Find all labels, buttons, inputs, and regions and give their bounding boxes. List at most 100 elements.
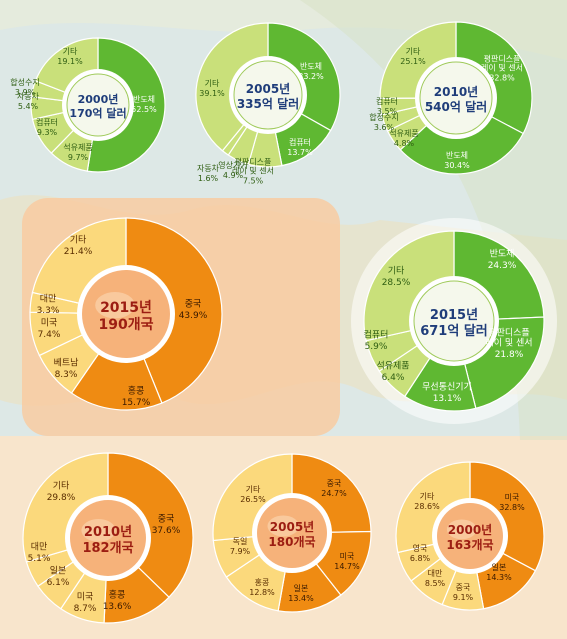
slice-label-usa: 미국8.7% bbox=[74, 592, 97, 614]
slice-value: 15.7% bbox=[122, 398, 151, 408]
slice-label-germany: 독일7.9% bbox=[230, 537, 251, 556]
slice-name: 컴퓨터 bbox=[364, 329, 389, 341]
pie-chart-export_countries-5: 2010년182개국중국37.6%홍콩13.6%미국8.7%일본6.1%대만5.… bbox=[22, 452, 194, 624]
slice-value: 12.8% bbox=[249, 588, 275, 597]
slice-name: 기타 bbox=[420, 492, 435, 501]
slice-name: 무선통신기기 bbox=[422, 382, 472, 393]
slice-value: 5.1% bbox=[28, 554, 51, 564]
globe-icon bbox=[66, 73, 130, 137]
slice-name: 반도체 bbox=[490, 249, 515, 260]
slice-name: 기타 bbox=[63, 47, 78, 56]
slice-name: 레이 및 센서 bbox=[485, 337, 532, 349]
slice-name: 컴퓨터 bbox=[289, 138, 311, 147]
slice-value: 9.3% bbox=[37, 128, 58, 137]
center-total: 335억 달러 bbox=[237, 96, 299, 111]
slice-value: 8.7% bbox=[74, 604, 97, 614]
slice-name: 기타 bbox=[53, 481, 70, 492]
center-year: 2010년 bbox=[434, 85, 478, 99]
slice-name: 평판디스플 bbox=[235, 157, 272, 167]
slice-name: 합성수지 bbox=[10, 78, 39, 87]
center-year: 2000년 bbox=[78, 92, 119, 106]
center-total: 671억 달러 bbox=[420, 323, 488, 339]
center-year: 2005년 bbox=[246, 82, 290, 96]
slice-name: 중국 bbox=[456, 583, 471, 592]
slice-name: 석유제품 bbox=[389, 128, 418, 138]
slice-value: 43.9% bbox=[179, 311, 208, 321]
slice-name: 미국 bbox=[505, 493, 520, 502]
slice-name: 중국 bbox=[185, 299, 202, 310]
slice-name: 중국 bbox=[158, 514, 175, 525]
slice-value: 52.5% bbox=[131, 105, 157, 114]
slice-name: 레이 및 센서 bbox=[481, 63, 523, 73]
slice-value: 5.4% bbox=[18, 102, 39, 111]
slice-value: 28.6% bbox=[414, 502, 440, 511]
slice-name: 일본 bbox=[492, 563, 507, 572]
slice-value: 9.7% bbox=[68, 153, 89, 162]
slice-value: 5.9% bbox=[365, 342, 388, 352]
slice-value: 26.5% bbox=[240, 495, 266, 504]
slice-value: 14.3% bbox=[486, 573, 512, 582]
center-total: 163개국 bbox=[446, 538, 493, 552]
slice-name: 반도체 bbox=[446, 150, 468, 160]
slice-label-usa: 미국7.4% bbox=[38, 318, 61, 340]
center-year: 2005년 bbox=[270, 520, 314, 534]
slice-label-uk: 영국6.8% bbox=[410, 543, 431, 563]
slice-name: 대만 bbox=[40, 294, 57, 305]
slice-value: 6.1% bbox=[47, 578, 70, 588]
slice-value: 7.9% bbox=[230, 547, 251, 556]
slice-value: 8.5% bbox=[425, 579, 446, 588]
slice-value: 14.7% bbox=[334, 562, 360, 571]
slice-name: 기타 bbox=[246, 485, 261, 494]
slice-label-japan: 일본6.1% bbox=[47, 566, 70, 588]
slice-name: 평판디스플 bbox=[488, 328, 529, 339]
slice-value: 37.6% bbox=[152, 526, 181, 536]
slice-value: 33.2% bbox=[298, 72, 324, 81]
slice-name: 영국 bbox=[413, 543, 428, 553]
center-year: 2015년 bbox=[430, 308, 478, 323]
slice-label-taiwan: 대만3.3% bbox=[37, 294, 60, 316]
slice-value: 4.8% bbox=[394, 139, 415, 148]
slice-name: 기타 bbox=[70, 235, 87, 246]
globe-icon bbox=[413, 280, 495, 362]
center-year: 2015년 bbox=[100, 300, 152, 316]
globe-continent-icon bbox=[446, 519, 477, 540]
slice-value: 13.4% bbox=[288, 594, 314, 603]
slice-value: 3.6% bbox=[374, 123, 395, 132]
slice-value: 29.8% bbox=[47, 493, 76, 503]
slice-value: 9.1% bbox=[453, 593, 474, 602]
slice-name: 미국 bbox=[77, 592, 94, 603]
slice-value: 3.3% bbox=[37, 306, 60, 316]
slice-name: 홍콩 bbox=[128, 385, 145, 397]
